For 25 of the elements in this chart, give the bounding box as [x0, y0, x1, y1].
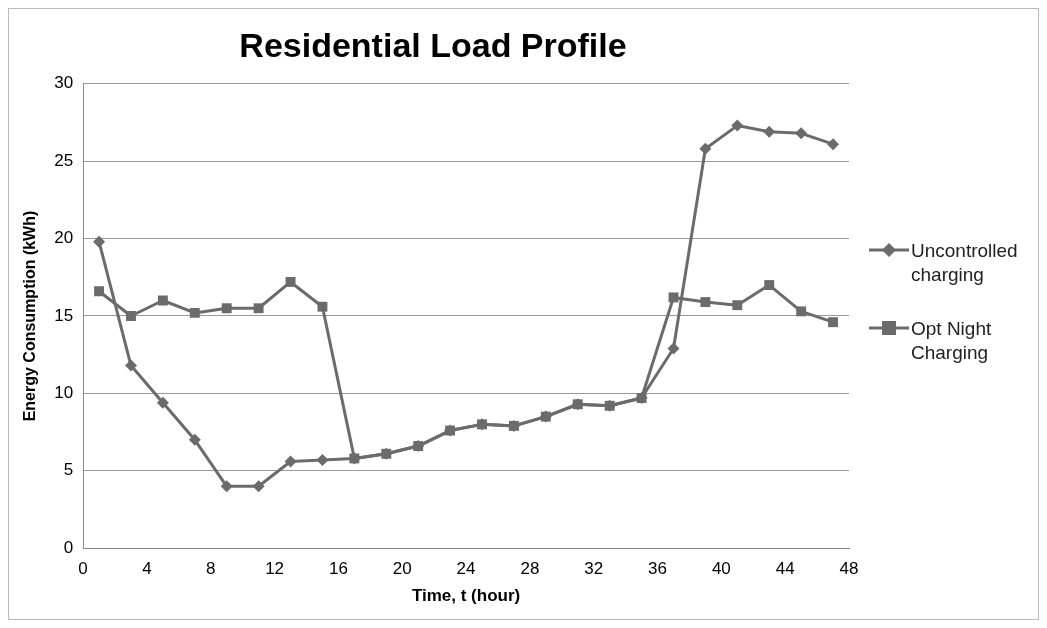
y-tick-label: 10	[54, 383, 74, 403]
x-tick-label: 8	[206, 559, 216, 579]
x-tick-label: 16	[328, 559, 348, 579]
x-tick-label: 12	[265, 559, 285, 579]
y-axis-title: Energy Consumption (kWh)	[21, 210, 39, 422]
chart-title: Residential Load Profile	[239, 25, 627, 64]
x-tick-label: 24	[456, 559, 476, 579]
y-tick-label: 25	[54, 150, 74, 170]
x-tick-label: 40	[711, 559, 731, 579]
x-tick-label: 44	[775, 559, 795, 579]
x-tick-label: 20	[392, 559, 412, 579]
y-tick-label: 5	[63, 460, 74, 480]
x-axis-title: Time, t (hour)	[411, 586, 521, 606]
y-tick-label: 0	[63, 537, 74, 557]
y-tick-label: 15	[54, 305, 74, 325]
y-tick-label: 20	[54, 228, 74, 248]
x-tick-label: 32	[584, 559, 604, 579]
x-tick-label: 48	[839, 559, 859, 579]
y-tick-label: 30	[54, 73, 74, 93]
legend-label: Opt Night Charging	[911, 317, 993, 365]
x-tick-label: 0	[78, 559, 88, 579]
legend-label: Uncontrolled charging	[911, 239, 1019, 287]
x-tick-label: 28	[520, 559, 540, 579]
x-tick-label: 36	[648, 559, 667, 579]
x-tick-label: 4	[142, 559, 152, 579]
